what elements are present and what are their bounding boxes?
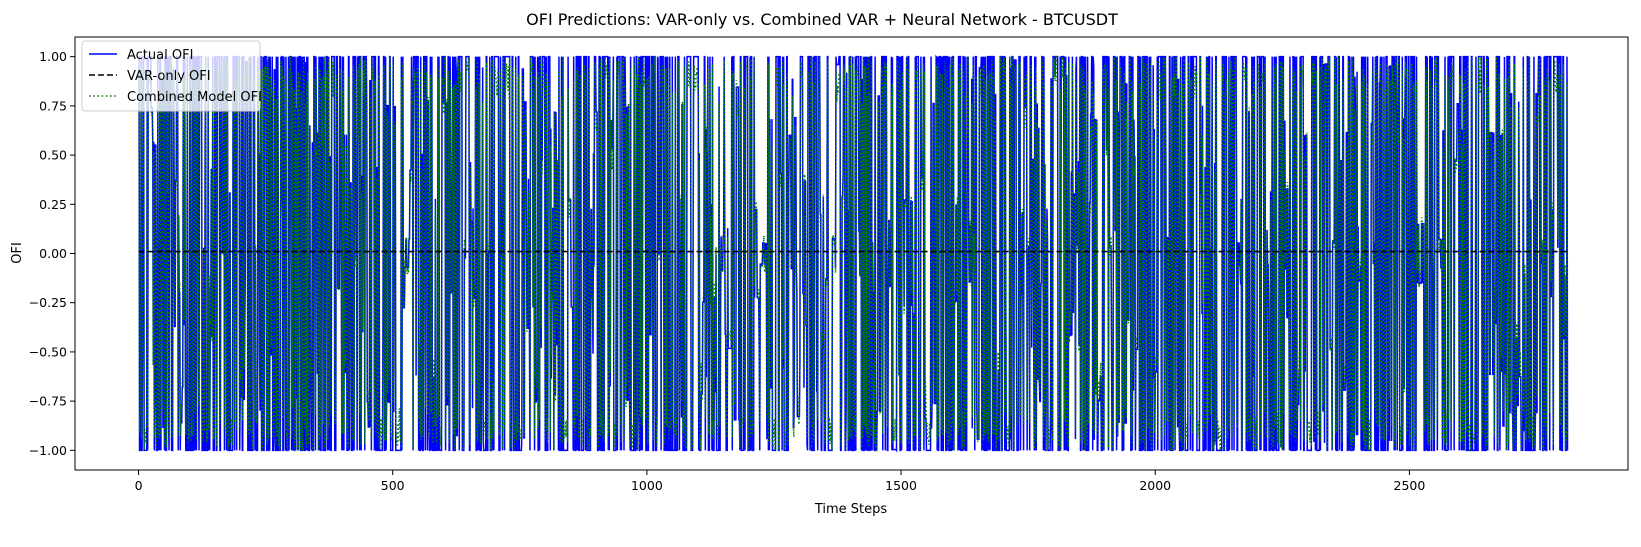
legend: Actual OFI VAR-only OFI Combined Model O… [81, 40, 262, 112]
y-tick-label: 0.25 [39, 197, 67, 212]
y-axis-label: OFI [10, 242, 25, 264]
y-tick-label: −1.00 [29, 443, 67, 458]
chart-title: OFI Predictions: VAR-only vs. Combined V… [526, 10, 1118, 29]
legend-label-combined: Combined Model OFI [127, 90, 262, 105]
series-line-combined [137, 55, 1569, 452]
y-tick-label: −0.75 [29, 394, 67, 409]
x-tick-label: 2500 [1394, 478, 1426, 493]
y-tick-label: −0.25 [29, 295, 67, 310]
x-tick-label: 1000 [631, 478, 663, 493]
x-tick-label: 0 [135, 478, 143, 493]
x-axis: 0 500 1000 1500 2000 2500 [135, 470, 1426, 493]
x-tick-label: 500 [381, 478, 405, 493]
x-axis-label: Time Steps [814, 502, 888, 517]
legend-label-actual: Actual OFI [127, 48, 193, 63]
y-tick-label: 0.50 [39, 148, 67, 163]
legend-box [81, 40, 261, 112]
y-axis: −1.00 −0.75 −0.50 −0.25 0.00 0.25 0.50 0.75 1.00 [29, 49, 75, 458]
y-tick-label: 1.00 [39, 49, 67, 64]
x-tick-label: 1500 [885, 478, 917, 493]
plot-area: 0 500 1000 1500 2000 2500 −1.00 −0.75 −0.50 −0.2… [29, 36, 1629, 493]
x-tick-label: 2000 [1139, 478, 1171, 493]
y-tick-label: −0.50 [29, 344, 67, 359]
y-tick-label: 0.75 [39, 98, 67, 113]
legend-label-var: VAR-only OFI [127, 69, 211, 84]
y-tick-label: 0.00 [39, 246, 67, 261]
